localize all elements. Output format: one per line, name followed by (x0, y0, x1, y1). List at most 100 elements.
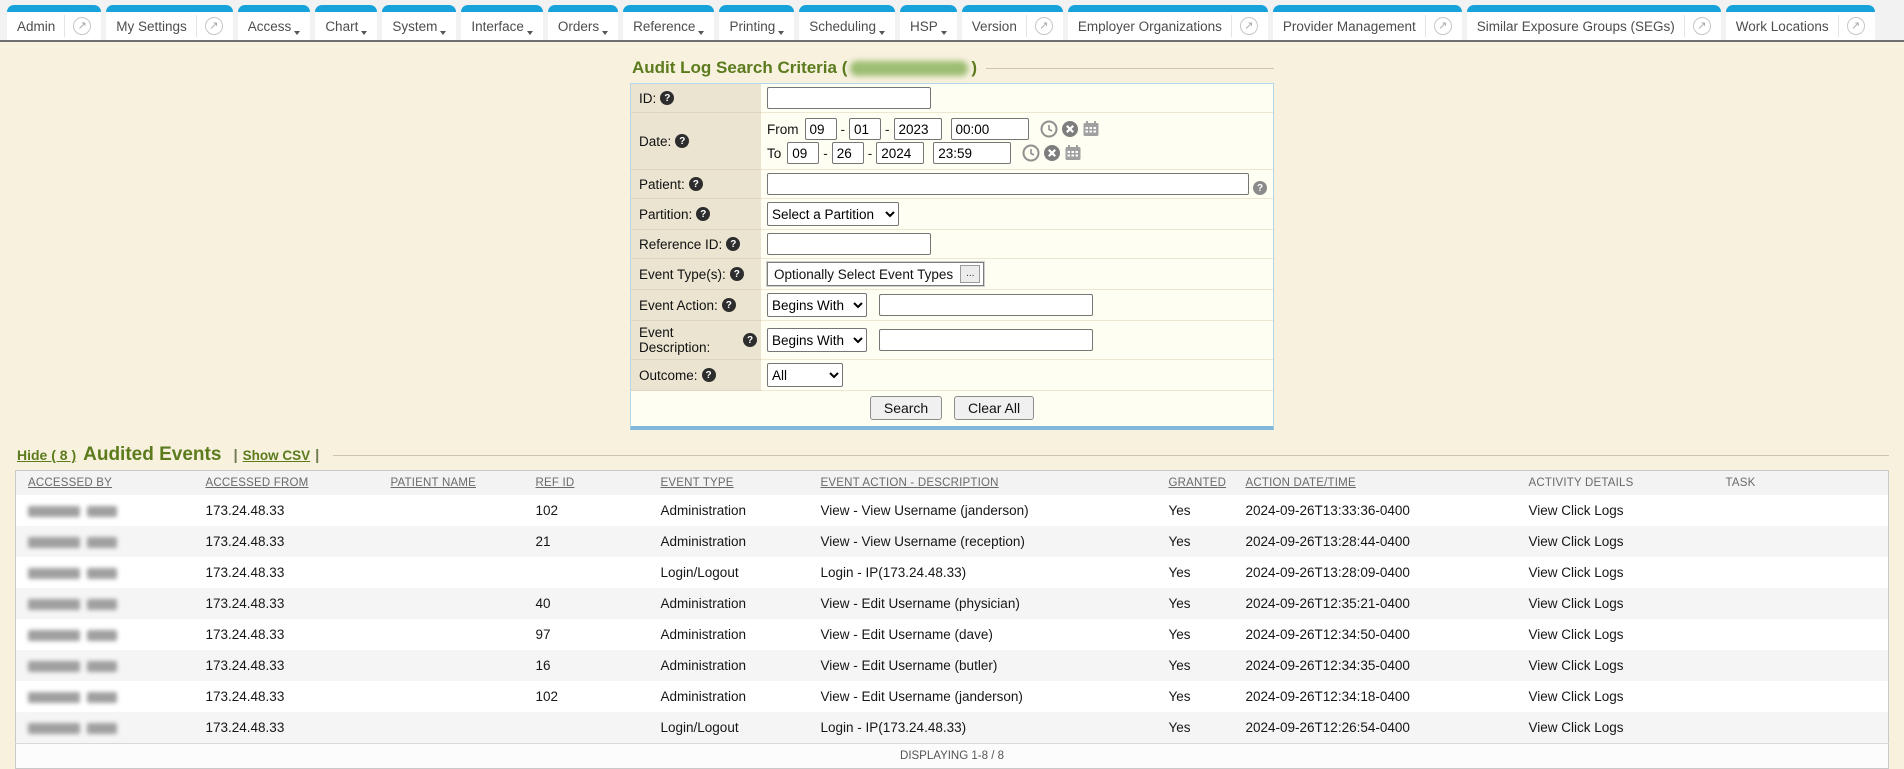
date-to-day-input[interactable] (831, 142, 864, 164)
event-action-match-select[interactable]: Begins With (767, 293, 867, 317)
calendar-icon[interactable] (1082, 120, 1100, 138)
help-icon[interactable]: ? (688, 177, 703, 191)
event-description-input[interactable] (878, 329, 1093, 351)
date-from-day-input[interactable] (849, 118, 881, 140)
help-icon[interactable]: ? (743, 333, 757, 347)
nav-tab-label: Interface (471, 18, 524, 34)
clear-icon[interactable] (1061, 120, 1079, 138)
open-panel-icon[interactable]: ↗ (1239, 17, 1258, 35)
date-to-year-input[interactable] (876, 142, 925, 164)
help-icon[interactable]: ? (675, 134, 690, 148)
cell-activity-details[interactable]: View Click Logs (1528, 503, 1624, 518)
cell-granted: Yes (1168, 658, 1191, 673)
patient-input[interactable] (767, 173, 1249, 195)
date-to-month-input[interactable] (787, 142, 820, 164)
date-from-year-input[interactable] (893, 118, 942, 140)
clock-icon[interactable] (1022, 144, 1040, 162)
partition-select[interactable]: Select a Partition (767, 202, 899, 226)
show-csv-link[interactable]: Show CSV (242, 447, 311, 463)
event-types-browse-button[interactable]: ... (960, 265, 981, 283)
cell-activity-details[interactable]: View Click Logs (1528, 658, 1624, 673)
nav-tab-admin[interactable]: Admin ↗ (7, 5, 102, 40)
cell-granted: Yes (1168, 534, 1191, 549)
cell-event-action: View - View Username (reception) (820, 534, 1025, 549)
reference-id-input[interactable] (767, 233, 931, 255)
open-panel-icon[interactable]: ↗ (73, 17, 92, 35)
cell-activity-details[interactable]: View Click Logs (1528, 596, 1624, 611)
cell-patient-name (379, 495, 524, 526)
help-icon[interactable]: ? (701, 368, 716, 382)
open-panel-icon[interactable]: ↗ (204, 17, 223, 35)
redacted-text (28, 722, 80, 734)
table-row: 173.24.48.33 40 Administration View - Edit … (15, 588, 1889, 619)
nav-tab-similar-exposure-groups-segs[interactable]: Similar Exposure Groups (SEGs) ↗ (1466, 5, 1721, 40)
calendar-icon[interactable] (1064, 144, 1082, 162)
open-panel-icon[interactable]: ↗ (1034, 17, 1053, 35)
date-from-time-input[interactable] (950, 118, 1029, 140)
nav-tab-hsp[interactable]: HSP (900, 5, 957, 40)
cell-task (1714, 557, 1889, 588)
help-icon[interactable]: ? (726, 237, 741, 251)
nav-tab-interface[interactable]: Interface (461, 5, 543, 40)
cell-activity-details[interactable]: View Click Logs (1528, 689, 1624, 704)
id-label: ID: (639, 90, 657, 106)
nav-tab-orders[interactable]: Orders (547, 5, 619, 40)
column-header-ref-id[interactable]: REF ID (523, 470, 649, 495)
row-id: ID:? (631, 84, 1273, 113)
column-header-accessed-from[interactable]: ACCESSED FROM (193, 470, 379, 495)
nav-tab-version[interactable]: Version ↗ (961, 5, 1063, 40)
search-button[interactable]: Search (869, 396, 943, 420)
help-icon[interactable]: ? (660, 91, 675, 105)
event-types-picker[interactable]: Optionally Select Event Types ... (767, 262, 985, 286)
patient-label: Patient: (639, 176, 685, 192)
nav-tab-scheduling[interactable]: Scheduling (799, 5, 896, 40)
id-input[interactable] (767, 87, 931, 109)
open-panel-icon[interactable]: ↗ (1692, 17, 1711, 35)
nav-tab-chart[interactable]: Chart (315, 5, 378, 40)
date-to-time-input[interactable] (933, 142, 1012, 164)
nav-tab-employer-organizations[interactable]: Employer Organizations ↗ (1067, 5, 1268, 40)
cell-action-datetime: 2024-09-26T13:33:36-0400 (1245, 503, 1410, 518)
nav-tab-my-settings[interactable]: My Settings ↗ (106, 5, 233, 40)
cell-activity-details[interactable]: View Click Logs (1528, 534, 1624, 549)
hide-results-link[interactable]: Hide ( 8 ) (17, 447, 77, 463)
column-header-event-action-description[interactable]: EVENT ACTION - DESCRIPTION (808, 470, 1157, 495)
row-event-action: Event Action:? Begins With (631, 289, 1273, 321)
help-icon[interactable]: ? (721, 298, 736, 312)
cell-activity-details[interactable]: View Click Logs (1528, 720, 1624, 735)
nav-tab-reference[interactable]: Reference (623, 5, 715, 40)
nav-tab-access[interactable]: Access (237, 5, 311, 40)
open-panel-icon[interactable]: ↗ (1846, 17, 1865, 35)
nav-tab-provider-management[interactable]: Provider Management ↗ (1272, 5, 1462, 40)
nav-tab-label: Version (971, 18, 1017, 34)
cell-task (1714, 681, 1889, 712)
date-from-month-input[interactable] (804, 118, 837, 140)
nav-tab-printing[interactable]: Printing (719, 5, 795, 40)
outcome-select[interactable]: All (767, 363, 843, 387)
table-row: 173.24.48.33 Login/Logout Login - IP(173.2… (15, 712, 1889, 744)
event-action-input[interactable] (878, 294, 1093, 316)
cell-activity-details[interactable]: View Click Logs (1528, 565, 1624, 580)
cell-activity-details[interactable]: View Click Logs (1528, 627, 1624, 642)
column-header-patient-name[interactable]: PATIENT NAME (378, 470, 524, 495)
event-description-match-select[interactable]: Begins With (767, 328, 867, 352)
help-icon[interactable]: ? (696, 207, 711, 221)
column-header-task: TASK (1713, 470, 1889, 495)
clear-icon[interactable] (1043, 144, 1061, 162)
nav-tab-label: Orders (557, 18, 600, 34)
column-header-event-type[interactable]: EVENT TYPE (648, 470, 809, 495)
open-panel-icon[interactable]: ↗ (1433, 17, 1452, 35)
date-to-row: To - - (767, 142, 1267, 164)
nav-tab-work-locations[interactable]: Work Locations ↗ (1725, 5, 1875, 40)
chevron-down-icon (294, 31, 301, 35)
help-icon[interactable]: ? (729, 267, 744, 281)
patient-help-icon[interactable]: ? (1253, 181, 1267, 195)
nav-tab-system[interactable]: System (382, 5, 457, 40)
column-header-granted[interactable]: GRANTED (1156, 470, 1234, 495)
table-row: 173.24.48.33 102 Administration View - View… (16, 495, 1889, 526)
clear-all-button[interactable]: Clear All (953, 396, 1035, 420)
chevron-down-icon (526, 31, 533, 35)
column-header-action-date-time[interactable]: ACTION DATE/TIME (1233, 470, 1517, 495)
column-header-accessed-by[interactable]: ACCESSED BY (15, 470, 194, 495)
clock-icon[interactable] (1040, 120, 1058, 138)
